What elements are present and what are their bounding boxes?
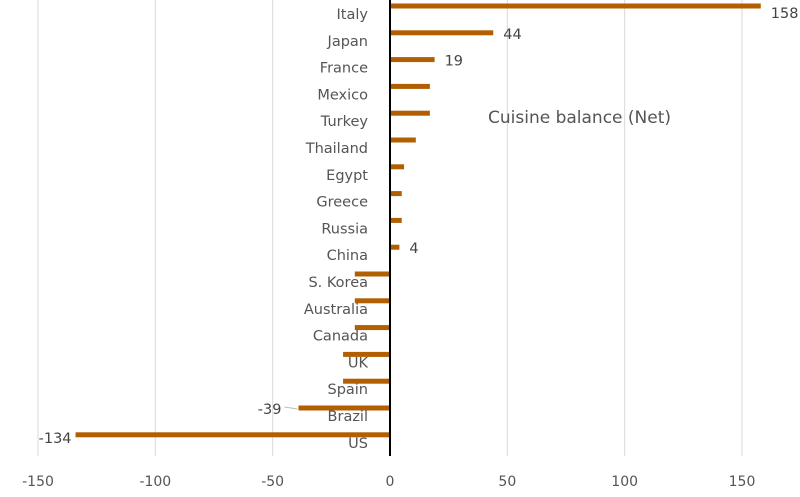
category-label: UK xyxy=(348,355,369,371)
category-label: Turkey xyxy=(320,114,369,130)
bars xyxy=(75,3,761,438)
category-label: Thailand xyxy=(305,141,368,157)
category-label: Spain xyxy=(327,382,368,398)
category-label: Russia xyxy=(321,221,368,237)
bar-us xyxy=(75,432,391,438)
category-label: Japan xyxy=(327,34,368,50)
bar-thailand xyxy=(390,137,416,143)
x-tick-label: -150 xyxy=(22,474,54,490)
category-label: S. Korea xyxy=(308,275,368,291)
category-label: Italy xyxy=(337,7,369,23)
bar-japan xyxy=(390,30,494,36)
bar-france xyxy=(390,57,435,63)
bar-greece xyxy=(390,191,402,197)
category-label: Australia xyxy=(304,302,368,318)
category-label: Mexico xyxy=(317,87,368,103)
bar-russia xyxy=(390,217,402,223)
data-label: -39 xyxy=(258,402,282,418)
data-label: 19 xyxy=(445,54,463,70)
bar-spain xyxy=(343,378,390,384)
bar-egypt xyxy=(390,164,405,170)
x-tick-label: 0 xyxy=(386,474,395,490)
gridlines xyxy=(37,0,743,456)
x-tick-label: 50 xyxy=(498,474,516,490)
bar-brazil xyxy=(298,405,390,411)
category-labels: Italy Japan France Mexico Turkey Thailand Egyp… xyxy=(304,7,369,452)
category-label: US xyxy=(348,436,368,452)
leader-line xyxy=(284,406,298,410)
x-tick-label: -50 xyxy=(261,474,284,490)
x-tick-labels: -150 -100 -50 0 50 100 150 xyxy=(22,474,755,490)
category-label: China xyxy=(327,248,368,264)
chart-title: Cuisine balance (Net) xyxy=(488,108,671,128)
bar-turkey xyxy=(390,110,430,116)
data-label: 158 xyxy=(771,6,799,22)
bar-canada xyxy=(354,325,390,331)
bar-australia xyxy=(354,298,390,304)
category-label: Brazil xyxy=(328,409,368,425)
bar-s-korea xyxy=(354,271,390,277)
category-label: France xyxy=(320,61,368,77)
category-label: Canada xyxy=(313,329,368,345)
data-label: 44 xyxy=(503,27,521,43)
bar-italy xyxy=(390,3,761,9)
data-labels: 158 44 19 4 -39 -134 xyxy=(39,6,799,447)
x-tick-label: -100 xyxy=(139,474,171,490)
category-label: Greece xyxy=(316,195,368,211)
data-label: 4 xyxy=(409,241,418,257)
bar-uk xyxy=(343,351,390,357)
bar-china xyxy=(390,244,400,250)
bar-mexico xyxy=(390,83,430,89)
category-label: Egypt xyxy=(326,168,368,184)
data-label: -134 xyxy=(39,431,72,447)
x-tick-label: 100 xyxy=(611,474,638,490)
x-tick-label: 150 xyxy=(729,474,756,490)
